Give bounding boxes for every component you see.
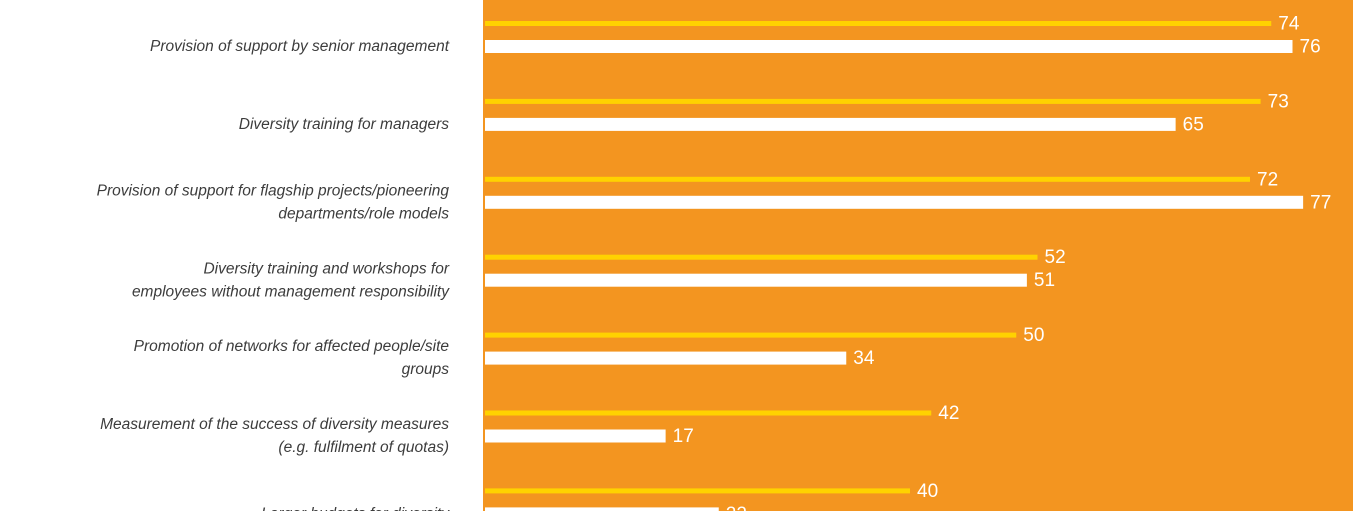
value-label: 76 [1300,37,1321,58]
category-label: Larger budgets for diversity [261,505,450,511]
bar-series-1 [485,254,1038,260]
category-label: Measurement of the success of diversity … [100,416,449,433]
value-label: 74 [1278,14,1300,35]
value-label: 22 [726,504,747,511]
bar-series-1 [485,410,932,416]
value-label: 65 [1183,114,1204,135]
value-label: 17 [673,426,694,447]
category-label: departments/role models [278,205,449,222]
value-label: 34 [853,348,875,369]
bar-series-2 [485,195,1304,209]
value-label: 50 [1023,325,1044,346]
bar-series-2 [485,429,666,443]
category-label: Provision of support by senior managemen… [150,38,450,55]
category-label: Diversity training for managers [239,116,449,133]
value-label: 51 [1034,270,1055,291]
value-label: 52 [1045,247,1066,268]
category-label: groups [402,361,450,378]
bar-series-1 [485,176,1250,182]
category-label: Promotion of networks for affected peopl… [134,338,450,355]
category-label: Diversity training and workshops for [203,260,449,277]
value-label: 72 [1257,169,1278,190]
bar-series-2 [485,273,1027,287]
value-label: 42 [938,403,959,424]
bar-series-1 [485,98,1261,104]
bars [485,21,1304,511]
category-label: Provision of support for flagship projec… [97,182,450,199]
category-label: employees without management responsibil… [132,283,450,300]
value-label: 73 [1268,91,1289,112]
value-label: 77 [1310,192,1331,213]
value-label: 40 [917,481,938,502]
bar-series-2 [485,507,719,511]
category-label: (e.g. fulfilment of quotas) [278,439,449,456]
bar-series-2 [485,351,847,365]
bar-series-2 [485,117,1176,131]
bar-series-2 [485,40,1293,53]
bar-series-1 [485,488,910,494]
category-labels: Provision of support by senior managemen… [97,38,451,511]
bar-series-1 [485,332,1017,338]
bar-series-1 [485,21,1272,26]
